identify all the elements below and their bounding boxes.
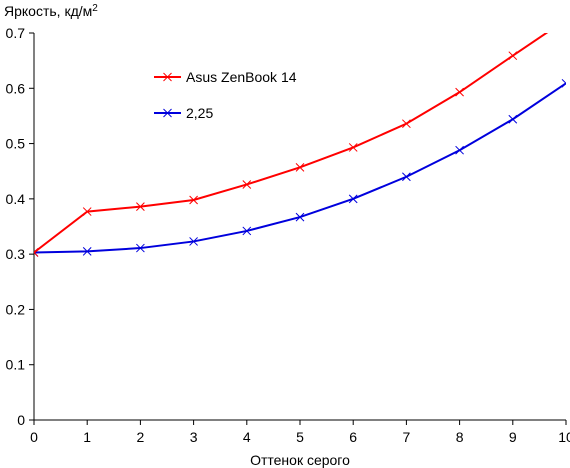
series-1-point [455,145,464,155]
legend-marker-0 [163,72,172,82]
series-1-point [189,237,198,246]
x-tick-label: 4 [243,429,251,445]
legend: Asus ZenBook 14 2,25 [154,69,297,121]
series-layer [34,16,570,257]
series-0-point [402,119,411,129]
y-tick-label: 0 [17,412,25,428]
x-ticks: 0 1 2 3 4 5 6 7 8 9 10 [30,420,570,445]
y-axis-title-superscript: 2 [92,3,98,14]
y-tick-label: 0.1 [6,357,26,373]
x-tick-label: 9 [509,429,517,445]
series-1-point [561,78,566,88]
series-1-point [508,114,518,124]
series-1-point [402,172,411,182]
legend-marker-1 [163,108,172,118]
y-tick-label: 0.4 [6,191,26,207]
series-0-point [348,143,358,152]
y-axis-title: Яркость, кд/м2 [4,3,98,19]
series-1-point [136,243,145,253]
legend-label-1: 2,25 [186,105,213,121]
x-tick-label: 1 [83,429,91,445]
series-0-point [136,202,145,211]
series-1-point [295,212,305,222]
y-ticks: 0 0.1 0.2 0.3 0.4 0.5 0.6 0.7 [6,25,34,428]
series-0-point [242,180,252,189]
y-tick-label: 0.3 [6,246,26,262]
x-tick-label: 7 [403,429,411,445]
series-0-point [508,51,518,61]
x-tick-label: 8 [456,429,464,445]
legend-label-0: Asus ZenBook 14 [186,69,297,85]
x-tick-label: 5 [296,429,304,445]
y-tick-label: 0.6 [6,80,26,96]
series-1-point [348,194,358,204]
x-tick-label: 2 [137,429,145,445]
series-0-point [82,207,92,216]
series-0-point [562,16,570,24]
y-tick-label: 0.5 [6,136,26,152]
axes [33,33,566,421]
series-1-point [82,247,92,256]
y-tick-label: 0.7 [6,25,26,41]
x-axis-title: Оттенок серого [250,452,350,468]
x-tick-label: 3 [190,429,198,445]
y-tick-label: 0.2 [6,301,26,317]
series-1-point [242,226,252,236]
series-0-point [189,195,198,205]
x-tick-label: 0 [30,429,38,445]
x-tick-label: 10 [558,429,570,445]
series-0-point [34,248,39,257]
series-0-point [295,162,305,172]
series-0-point [455,87,464,97]
x-tick-label: 6 [349,429,357,445]
y-axis-title-text: Яркость, кд/м [4,3,92,19]
